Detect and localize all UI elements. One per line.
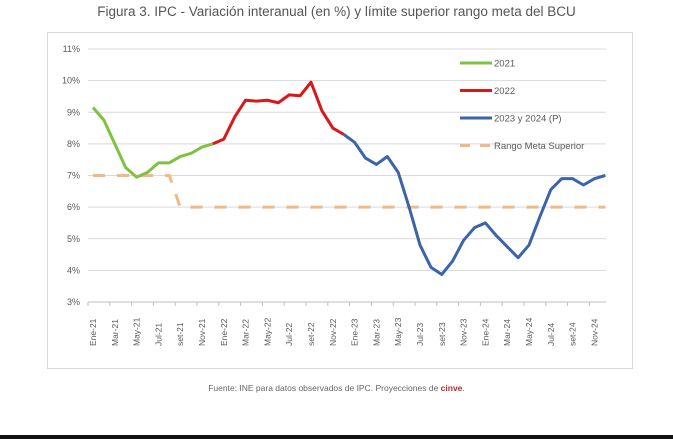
x-tick-label: Jul-23 <box>415 323 425 346</box>
series-line-0 <box>91 106 214 179</box>
source-suffix: . <box>462 383 465 393</box>
line-chart: 3% 4% 5% 6% 7% 8% 9% 10% 11% Ene-21 Mar-21 May-21 Ju… <box>62 44 606 346</box>
x-tick-label: May-23 <box>393 317 403 346</box>
x-tick-label: Ene-23 <box>350 318 360 346</box>
x-tick-label: set-21 <box>175 322 185 346</box>
x-tick-label: Ene-22 <box>219 318 229 346</box>
y-tick-label: 8% <box>67 139 80 149</box>
x-tick-label: Nov-22 <box>328 318 338 346</box>
x-tick-label: Nov-21 <box>197 318 207 346</box>
x-tick-label: set-23 <box>437 322 447 346</box>
x-tick-label: May-22 <box>262 317 272 346</box>
legend-label: 2021 <box>494 59 515 70</box>
y-tick-label: 4% <box>67 265 80 275</box>
series-line-3 <box>93 174 606 209</box>
source-text: Fuente: INE para datos observados de IPC… <box>208 383 441 393</box>
y-tick-label: 9% <box>67 107 80 117</box>
x-tick-label: Nov-23 <box>459 318 469 346</box>
y-tick-label: 3% <box>67 297 80 307</box>
y-tick-label: 11% <box>63 44 80 54</box>
legend-label: 2023 y 2024 (P) <box>494 114 562 125</box>
legend-label: Rango Meta Superior <box>494 141 584 152</box>
chart-title: Figura 3. IPC - Variación interanual (en… <box>97 4 576 19</box>
x-tick-label: Mar-22 <box>241 319 251 346</box>
bottom-rule <box>0 435 673 439</box>
x-tick-label: Mar-23 <box>371 319 381 346</box>
series-line-1 <box>212 80 345 146</box>
x-tick-label: Nov-24 <box>589 318 599 346</box>
legend-label: 2022 <box>494 86 515 97</box>
chart-frame <box>47 32 633 369</box>
x-tick-label: set-24 <box>568 322 578 346</box>
series-line-2 <box>342 133 606 276</box>
x-tick-label: Jul-24 <box>546 323 556 346</box>
x-tick-label: May-21 <box>132 317 142 346</box>
x-tick-label: set-22 <box>306 322 316 346</box>
y-tick-label: 5% <box>67 234 80 244</box>
x-tick-label: Mar-21 <box>110 319 120 346</box>
x-tick-label: May-24 <box>524 317 534 346</box>
source-note: Fuente: INE para datos observados de IPC… <box>0 383 673 393</box>
y-tick-label: 7% <box>67 171 80 181</box>
x-tick-label: Ene-24 <box>480 318 490 346</box>
source-brand: cinve <box>440 383 463 393</box>
y-tick-label: 6% <box>67 202 80 212</box>
y-tick-label: 10% <box>62 76 80 86</box>
x-tick-label: Mar-24 <box>502 319 512 346</box>
x-tick-label: Jul-22 <box>284 323 294 346</box>
x-tick-label: Ene-21 <box>88 318 98 346</box>
x-tick-label: Jul-21 <box>153 323 163 346</box>
